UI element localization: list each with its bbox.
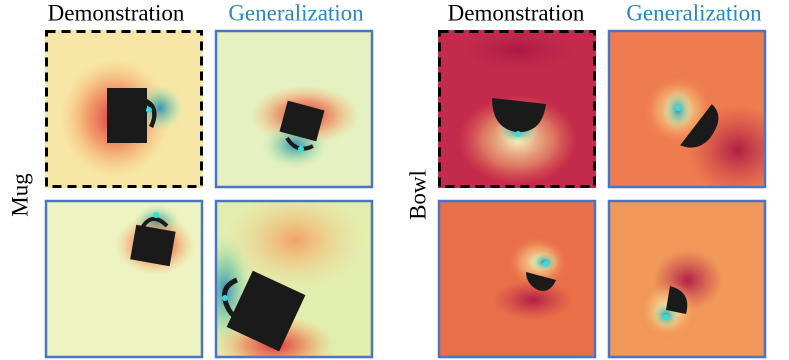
- heatmap-panel: [607, 29, 767, 189]
- column-title: Generalization: [626, 0, 762, 25]
- heatmap-panel: [44, 199, 204, 359]
- heatmap-panel: [437, 199, 597, 359]
- row-label: Bowl: [405, 170, 430, 220]
- heatmap-panel: [607, 199, 767, 359]
- row-label: Mug: [7, 173, 32, 217]
- heatmap-panel: [45, 30, 203, 188]
- column-title: Demonstration: [448, 0, 585, 25]
- heatmap-panel: [214, 199, 374, 359]
- column-title: Demonstration: [48, 0, 185, 25]
- heatmap-panel: [214, 29, 374, 189]
- heatmap-panel: [438, 30, 596, 188]
- column-title: Generalization: [228, 0, 364, 25]
